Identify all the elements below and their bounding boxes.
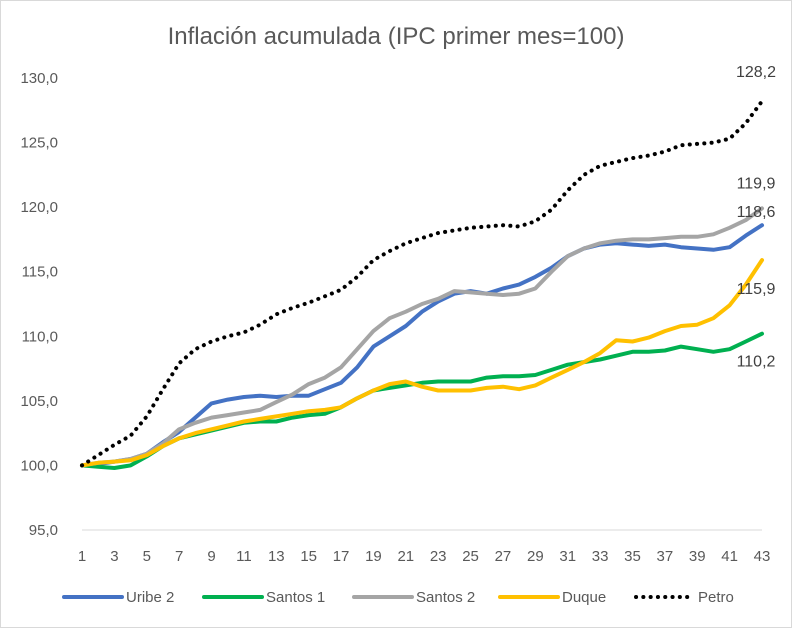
series-line-duque [80,258,764,468]
x-tick-label: 25 [462,548,479,565]
x-tick-label: 27 [495,548,512,565]
x-tick-label: 37 [657,548,674,565]
end-label-santos-2: 119,9 [737,175,776,192]
x-tick-label: 3 [110,548,118,565]
y-tick-label: 110,0 [22,328,58,345]
legend: Uribe 2 Santos 1 Santos 2 Duque Petro [62,589,734,606]
legend-label: Uribe 2 [126,589,174,606]
chart-title: Inflación acumulada (IPC primer mes=100) [168,23,625,50]
end-label-santos-1: 110,2 [737,354,776,371]
x-tick-label: 19 [365,548,382,565]
x-tick-label: 39 [689,548,706,565]
legend-label: Santos 1 [266,589,325,606]
x-tick-label: 23 [430,548,447,565]
y-tick-label: 95,0 [29,522,58,539]
end-value-labels: 118,6 110,2 119,9 115,9 128,2 [736,64,776,370]
x-tick-label: 29 [527,548,544,565]
y-tick-label: 120,0 [20,199,58,216]
series-line-santos-2 [80,206,764,468]
x-tick-label: 13 [268,548,285,565]
legend-label: Petro [698,589,734,606]
x-tick-label: 41 [721,548,738,565]
x-axis: 1 3 5 7 9 11 13 15 17 19 21 23 25 27 29 31 33 35 37 39 41 43 [78,529,771,565]
end-label-duque: 115,9 [737,281,776,298]
series-line-petro [80,99,764,468]
x-tick-label: 35 [624,548,641,565]
x-tick-label: 31 [559,548,576,565]
end-label-uribe-2: 118,6 [737,204,776,221]
y-tick-label: 130,0 [20,70,58,87]
y-axis: 95,0 100,0 105,0 110,0 115,0 120,0 125,0 130,0 [20,70,58,539]
x-tick-label: 11 [236,548,252,565]
x-tick-label: 9 [207,548,215,565]
series-line-uribe-2 [80,223,764,468]
x-tick-label: 7 [175,548,183,565]
y-tick-label: 125,0 [20,135,58,152]
x-tick-label: 5 [143,548,151,565]
x-tick-label: 17 [333,548,350,565]
x-tick-label: 1 [78,548,86,565]
legend-label: Duque [562,589,606,606]
y-tick-label: 100,0 [20,457,58,474]
end-label-petro: 128,2 [736,64,776,81]
x-tick-label: 15 [300,548,317,565]
y-tick-label: 105,0 [20,393,58,410]
grid-lines [82,77,762,466]
series-lines [80,99,764,470]
legend-label: Santos 2 [416,589,475,606]
x-tick-label: 21 [397,548,414,565]
x-tick-label: 43 [754,548,771,565]
y-tick-label: 115,0 [22,264,58,281]
x-tick-label: 33 [592,548,609,565]
